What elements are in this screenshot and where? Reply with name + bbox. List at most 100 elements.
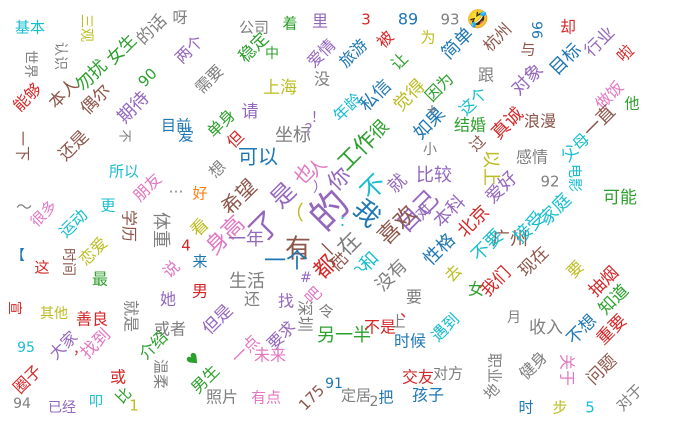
word-120: 来 (192, 253, 207, 271)
word-187: ♥ (183, 349, 205, 371)
word-173: 有点 (251, 389, 281, 407)
word-107: 好 (192, 185, 207, 203)
word-141: 或者 (154, 320, 186, 339)
word-43: 上海 (263, 78, 297, 98)
word-60: 基本 (15, 19, 45, 37)
word-37: 感情 (516, 148, 548, 167)
word-24: 坐标 (275, 125, 311, 146)
word-147: 时候 (394, 332, 426, 351)
word-138: 其他 (40, 306, 68, 322)
word-177: 孩子 (412, 386, 444, 405)
word-69: 中 (265, 46, 279, 62)
word-176: 把 (378, 389, 393, 407)
word-146: 上 (390, 313, 405, 331)
word-162: 对方 (433, 365, 463, 383)
word-174: 175 (295, 381, 328, 414)
word-50: 里 (312, 12, 328, 31)
word-172: 照片 (206, 388, 238, 407)
word-200: ： (339, 214, 353, 230)
word-52: 89 (398, 10, 418, 29)
word-178: 地 (480, 380, 503, 403)
word-70: 被 (373, 27, 398, 52)
word-149: 月 (507, 310, 521, 326)
word-78: 他 (624, 95, 639, 113)
word-29: 要 (406, 288, 422, 307)
word-140: 就是 (122, 300, 141, 332)
word-25: 生活 (229, 271, 265, 292)
word-49: 着 (282, 15, 297, 33)
word-179: 时 (518, 399, 533, 417)
word-117: 恋爱 (75, 233, 111, 269)
word-103: 电影 (566, 164, 582, 192)
word-101: 以上 (480, 150, 501, 186)
word-185: 叩 (89, 394, 103, 410)
word-182: 对于 (613, 381, 647, 415)
word-114: 4 (181, 237, 191, 255)
word-85: 请 (242, 102, 259, 122)
word-108: 爱 (178, 126, 194, 145)
word-57: 却 (560, 18, 576, 37)
word-44: 没 (314, 70, 330, 89)
word-143: 深圳 (296, 300, 315, 332)
word-198: ， (73, 342, 87, 358)
word-45: 旅游 (335, 35, 371, 71)
word-76: 对象 (507, 59, 547, 99)
word-188: 【 (11, 248, 25, 264)
word-164: 健身 (515, 347, 551, 383)
word-88: 因为 (421, 69, 457, 105)
word-102: 92 (540, 173, 559, 191)
word-83: 期待 (113, 87, 153, 127)
word-67: 呀 (172, 9, 187, 27)
word-19: 可以 (238, 145, 278, 169)
word-59: 啦 (613, 41, 638, 66)
word-190: ？ (304, 121, 319, 139)
word-144: 另一半 (317, 325, 371, 346)
word-121: 这 (34, 259, 49, 277)
word-51: 3 (361, 11, 371, 29)
word-180: 步 (552, 399, 567, 417)
word-166: 问题 (583, 351, 621, 389)
word-104: 浪漫 (524, 112, 556, 131)
word-122: 时间 (60, 248, 76, 276)
word-142: 但是 (199, 301, 237, 339)
word-96: 目前 (161, 117, 191, 135)
word-73: 跟 (478, 66, 494, 85)
word-183: 94 (13, 396, 31, 412)
word-124: 她 (160, 290, 176, 309)
word-105: 所以 (109, 163, 139, 181)
word-63: 认识 (52, 42, 68, 70)
word-126: 还 (244, 290, 260, 309)
word-129: 令 (318, 303, 333, 321)
word-82: 90 (135, 65, 161, 91)
word-130: 女 (468, 280, 484, 299)
word-71: 为 (420, 29, 435, 47)
word-123: 最 (92, 270, 108, 289)
word-152: 重要 (593, 311, 631, 349)
word-56: 96 (528, 21, 544, 39)
word-193: （ (284, 201, 304, 225)
word-139: 善良 (76, 310, 108, 329)
word-134: 要 (563, 257, 588, 282)
word-186: 1 (129, 397, 139, 415)
word-54: 🤣 (466, 8, 489, 31)
word-131: 去 (441, 261, 466, 286)
word-74: 与 (520, 41, 535, 59)
word-48: 公司 (239, 19, 269, 37)
word-3: 有 (285, 235, 311, 265)
word-184: 已经 (48, 400, 76, 416)
word-109: 想 (205, 157, 230, 182)
word-116: 运动 (55, 205, 91, 241)
word-165: 关于 (558, 354, 577, 386)
word-118: 学历 (120, 210, 139, 242)
word-119: 说 (159, 257, 184, 282)
word-125: 男 (192, 282, 208, 301)
word-58: 行业 (581, 23, 619, 61)
word-75: 目标 (545, 39, 585, 79)
word-22: 比较 (416, 165, 452, 186)
word-175: 定居 (341, 387, 371, 405)
word-195: 、 (400, 302, 416, 321)
word-189: ～ (16, 198, 32, 217)
word-93: 一下 (14, 131, 32, 161)
